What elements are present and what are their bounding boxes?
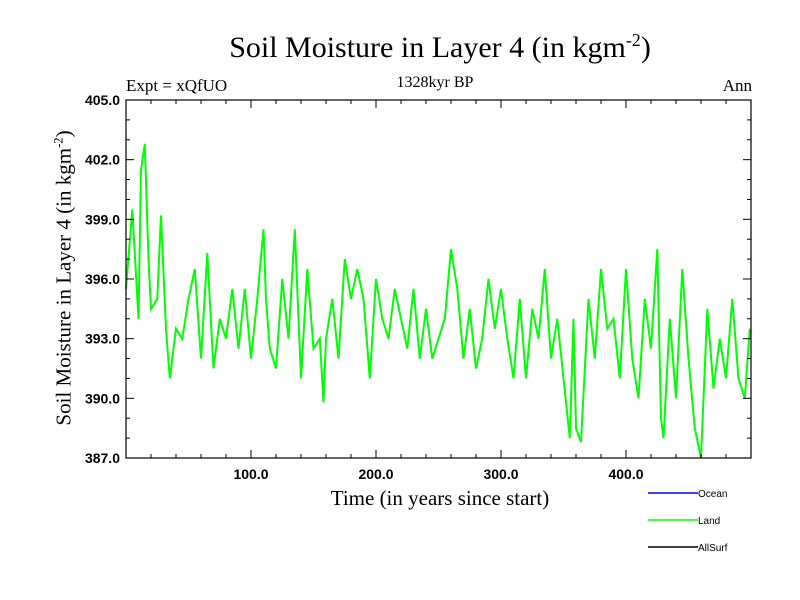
x-tick-label: 400.0 [608,466,643,482]
legend-label-ocean: Ocean [698,489,727,500]
y-tick-label: 393.0 [85,331,120,347]
y-tick-label: 387.0 [85,450,120,466]
y-tick-label: 399.0 [85,211,120,227]
y-tick-label: 390.0 [85,390,120,406]
y-tick-label: 402.0 [85,152,120,168]
series-line-land [125,143,751,459]
y-tick-label: 396.0 [85,271,120,287]
x-axis-label: Time (in years since start) [330,486,550,510]
x-tick-label: 200.0 [358,466,393,482]
legend-label-land: Land [698,516,720,527]
y-tick-label: 405.0 [85,92,120,108]
experiment-label: Expt = xQfUO [126,76,228,95]
x-tick-label: 100.0 [233,466,268,482]
chart-title: Soil Moisture in Layer 4 (in kgm-2) [229,30,651,64]
legend-label-allsurf: AllSurf [698,543,728,554]
season-label: Ann [722,76,752,95]
chart-subtitle: 1328kyr BP [396,74,474,91]
x-tick-label: 300.0 [483,466,518,482]
